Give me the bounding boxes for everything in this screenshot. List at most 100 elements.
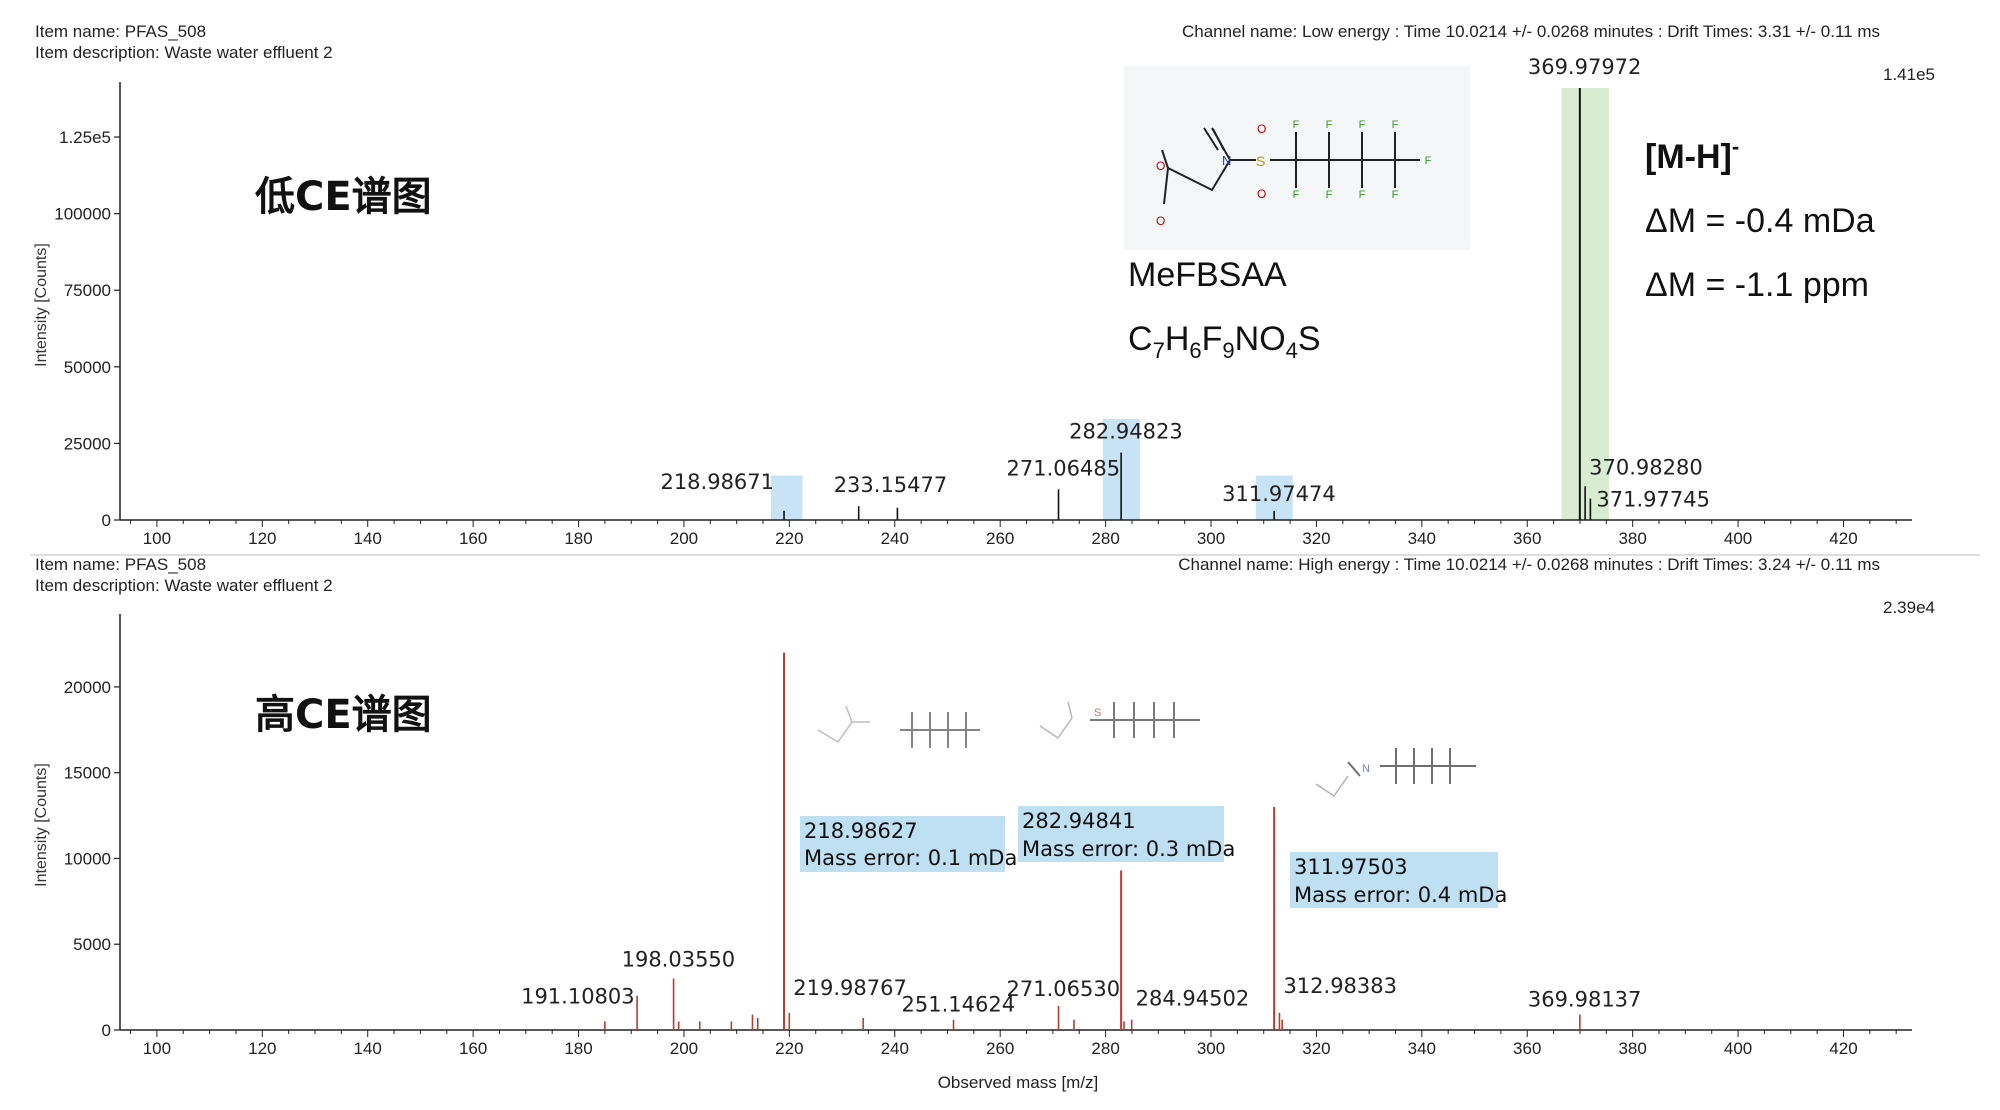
y-tick-label: 75000 — [64, 281, 111, 300]
y-tick-label: 10000 — [64, 849, 111, 868]
x-tick-label: 320 — [1302, 1039, 1330, 1058]
x-tick-label: 400 — [1724, 529, 1752, 548]
fragment-box-1: 218.98627 Mass error: 0.1 mDa — [800, 816, 1017, 872]
x-tick-label: 140 — [354, 1039, 382, 1058]
fragment-2-error: Mass error: 0.3 mDa — [1022, 837, 1235, 861]
bottom-chinese-title: 高CE谱图 — [255, 692, 432, 738]
x-tick-label: 240 — [881, 529, 909, 548]
top-item-description: Item description: Waste water effluent 2 — [35, 43, 333, 62]
peak-label: 198.03550 — [622, 948, 736, 972]
fragment-structure-1 — [817, 705, 980, 748]
peak-label: 251.14624 — [902, 993, 1016, 1017]
x-tick-label: 120 — [248, 529, 276, 548]
svg-text:F: F — [1392, 189, 1399, 201]
bottom-max-intensity: 2.39e4 — [1883, 598, 1935, 617]
x-tick-label: 360 — [1513, 1039, 1541, 1058]
x-tick-label: 180 — [564, 529, 592, 548]
peak-label: 191.10803 — [521, 985, 635, 1009]
top-x-axis: 100 120 140 160 180 200 220 240 260 280 300 320 340 3… — [120, 519, 1912, 548]
fragment-1-mz: 218.98627 — [804, 819, 918, 843]
peak-label: 311.97474 — [1222, 482, 1336, 506]
sulfonyl-oxygen-top: O — [1257, 122, 1266, 136]
x-tick-label: 300 — [1197, 529, 1225, 548]
top-y-axis: 0 25000 50000 75000 100000 1.25e5 — [54, 82, 121, 530]
x-tick-label: 100 — [143, 529, 171, 548]
svg-text:F: F — [1293, 189, 1300, 201]
mefbsaa-structure: O O N S O O F F F F F F F F F — [1124, 66, 1470, 250]
top-y-axis-title: Intensity [Counts] — [33, 243, 50, 367]
peak-label: 312.98383 — [1283, 974, 1397, 998]
high-energy-panel: Item name: PFAS_508 Item description: Wa… — [33, 555, 1935, 1092]
ion-label: [M-H]- — [1645, 134, 1739, 176]
x-tick-label: 220 — [775, 529, 803, 548]
peak-label: 282.94823 — [1069, 420, 1183, 444]
highlight-band — [1561, 88, 1609, 520]
x-tick-label: 200 — [670, 529, 698, 548]
bottom-channel-name: Channel name: High energy : Time 10.0214… — [1178, 555, 1880, 574]
x-tick-label: 340 — [1408, 529, 1436, 548]
top-item-name: Item name: PFAS_508 — [35, 22, 206, 41]
fragment-2-mz: 282.94841 — [1022, 809, 1136, 833]
x-tick-label: 340 — [1408, 1039, 1436, 1058]
svg-text:N: N — [1362, 763, 1370, 775]
carbonyl-oxygen: O — [1156, 159, 1165, 173]
x-tick-label: 280 — [1091, 529, 1119, 548]
fragment-1-error: Mass error: 0.1 mDa — [804, 846, 1017, 870]
svg-text:F: F — [1326, 189, 1333, 201]
y-tick-label: 0 — [102, 1021, 111, 1040]
svg-text:F: F — [1359, 189, 1366, 201]
low-energy-panel: Item name: PFAS_508 Item description: Wa… — [33, 22, 1935, 548]
svg-text:F: F — [1359, 119, 1366, 131]
top-channel-name: Channel name: Low energy : Time 10.0214 … — [1182, 22, 1880, 41]
hydroxyl-oxygen: O — [1156, 214, 1165, 228]
x-tick-label: 220 — [775, 1039, 803, 1058]
y-tick-label: 1.25e5 — [59, 128, 111, 147]
x-tick-label: 260 — [986, 529, 1014, 548]
x-tick-label: 380 — [1618, 529, 1646, 548]
peak-label: 219.98767 — [793, 976, 907, 1000]
x-tick-label: 160 — [459, 1039, 487, 1058]
x-tick-label: 280 — [1091, 1039, 1119, 1058]
peak-label: 369.97972 — [1528, 55, 1642, 79]
svg-text:F: F — [1425, 155, 1432, 167]
x-tick-label: 420 — [1829, 529, 1857, 548]
x-axis-title: Observed mass [m/z] — [938, 1073, 1099, 1092]
compound-formula: C7H6F9NO4S — [1128, 320, 1321, 363]
nitrogen-atom: N — [1222, 153, 1231, 168]
x-tick-label: 360 — [1513, 529, 1541, 548]
x-tick-label: 140 — [354, 529, 382, 548]
fragment-3-error: Mass error: 0.4 mDa — [1294, 883, 1507, 907]
x-tick-label: 180 — [564, 1039, 592, 1058]
x-tick-label: 200 — [670, 1039, 698, 1058]
fragment-box-2: 282.94841 Mass error: 0.3 mDa — [1018, 806, 1235, 862]
bottom-y-axis-title: Intensity [Counts] — [33, 763, 50, 887]
bottom-item-description: Item description: Waste water effluent 2 — [35, 576, 333, 595]
sulfur-atom: S — [1256, 153, 1265, 169]
bottom-x-axis: 100 120 140 160 180 200 220 240 260 280 300 320 340 3… — [120, 1029, 1912, 1058]
peak-label: 271.06530 — [1007, 977, 1121, 1001]
highlight-band — [770, 475, 803, 520]
y-tick-label: 20000 — [64, 678, 111, 697]
peak-label: 271.06485 — [1007, 456, 1121, 480]
x-tick-label: 260 — [986, 1039, 1014, 1058]
x-tick-label: 400 — [1724, 1039, 1752, 1058]
bottom-item-name: Item name: PFAS_508 — [35, 555, 206, 574]
bottom-y-axis: 0 5000 10000 15000 20000 — [64, 614, 121, 1040]
x-tick-label: 300 — [1197, 1039, 1225, 1058]
fragment-structure-3: N — [1315, 748, 1476, 798]
x-tick-label: 160 — [459, 529, 487, 548]
peak-label: 284.94502 — [1136, 987, 1250, 1011]
y-tick-label: 50000 — [64, 358, 111, 377]
y-tick-label: 5000 — [73, 935, 111, 954]
fragment-box-3: 311.97503 Mass error: 0.4 mDa — [1290, 852, 1507, 908]
svg-text:F: F — [1392, 119, 1399, 131]
fragment-3-mz: 311.97503 — [1294, 855, 1408, 879]
y-tick-label: 15000 — [64, 764, 111, 783]
peak-label: 371.97745 — [1596, 488, 1710, 512]
peak-label: 369.98137 — [1528, 988, 1642, 1012]
top-chinese-title: 低CE谱图 — [255, 174, 432, 220]
y-tick-label: 100000 — [54, 205, 111, 224]
y-tick-label: 25000 — [64, 434, 111, 453]
x-tick-label: 100 — [143, 1039, 171, 1058]
